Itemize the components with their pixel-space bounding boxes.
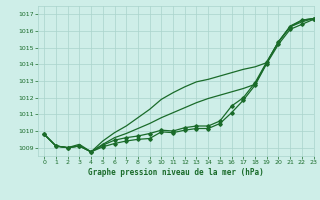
- X-axis label: Graphe pression niveau de la mer (hPa): Graphe pression niveau de la mer (hPa): [88, 168, 264, 177]
